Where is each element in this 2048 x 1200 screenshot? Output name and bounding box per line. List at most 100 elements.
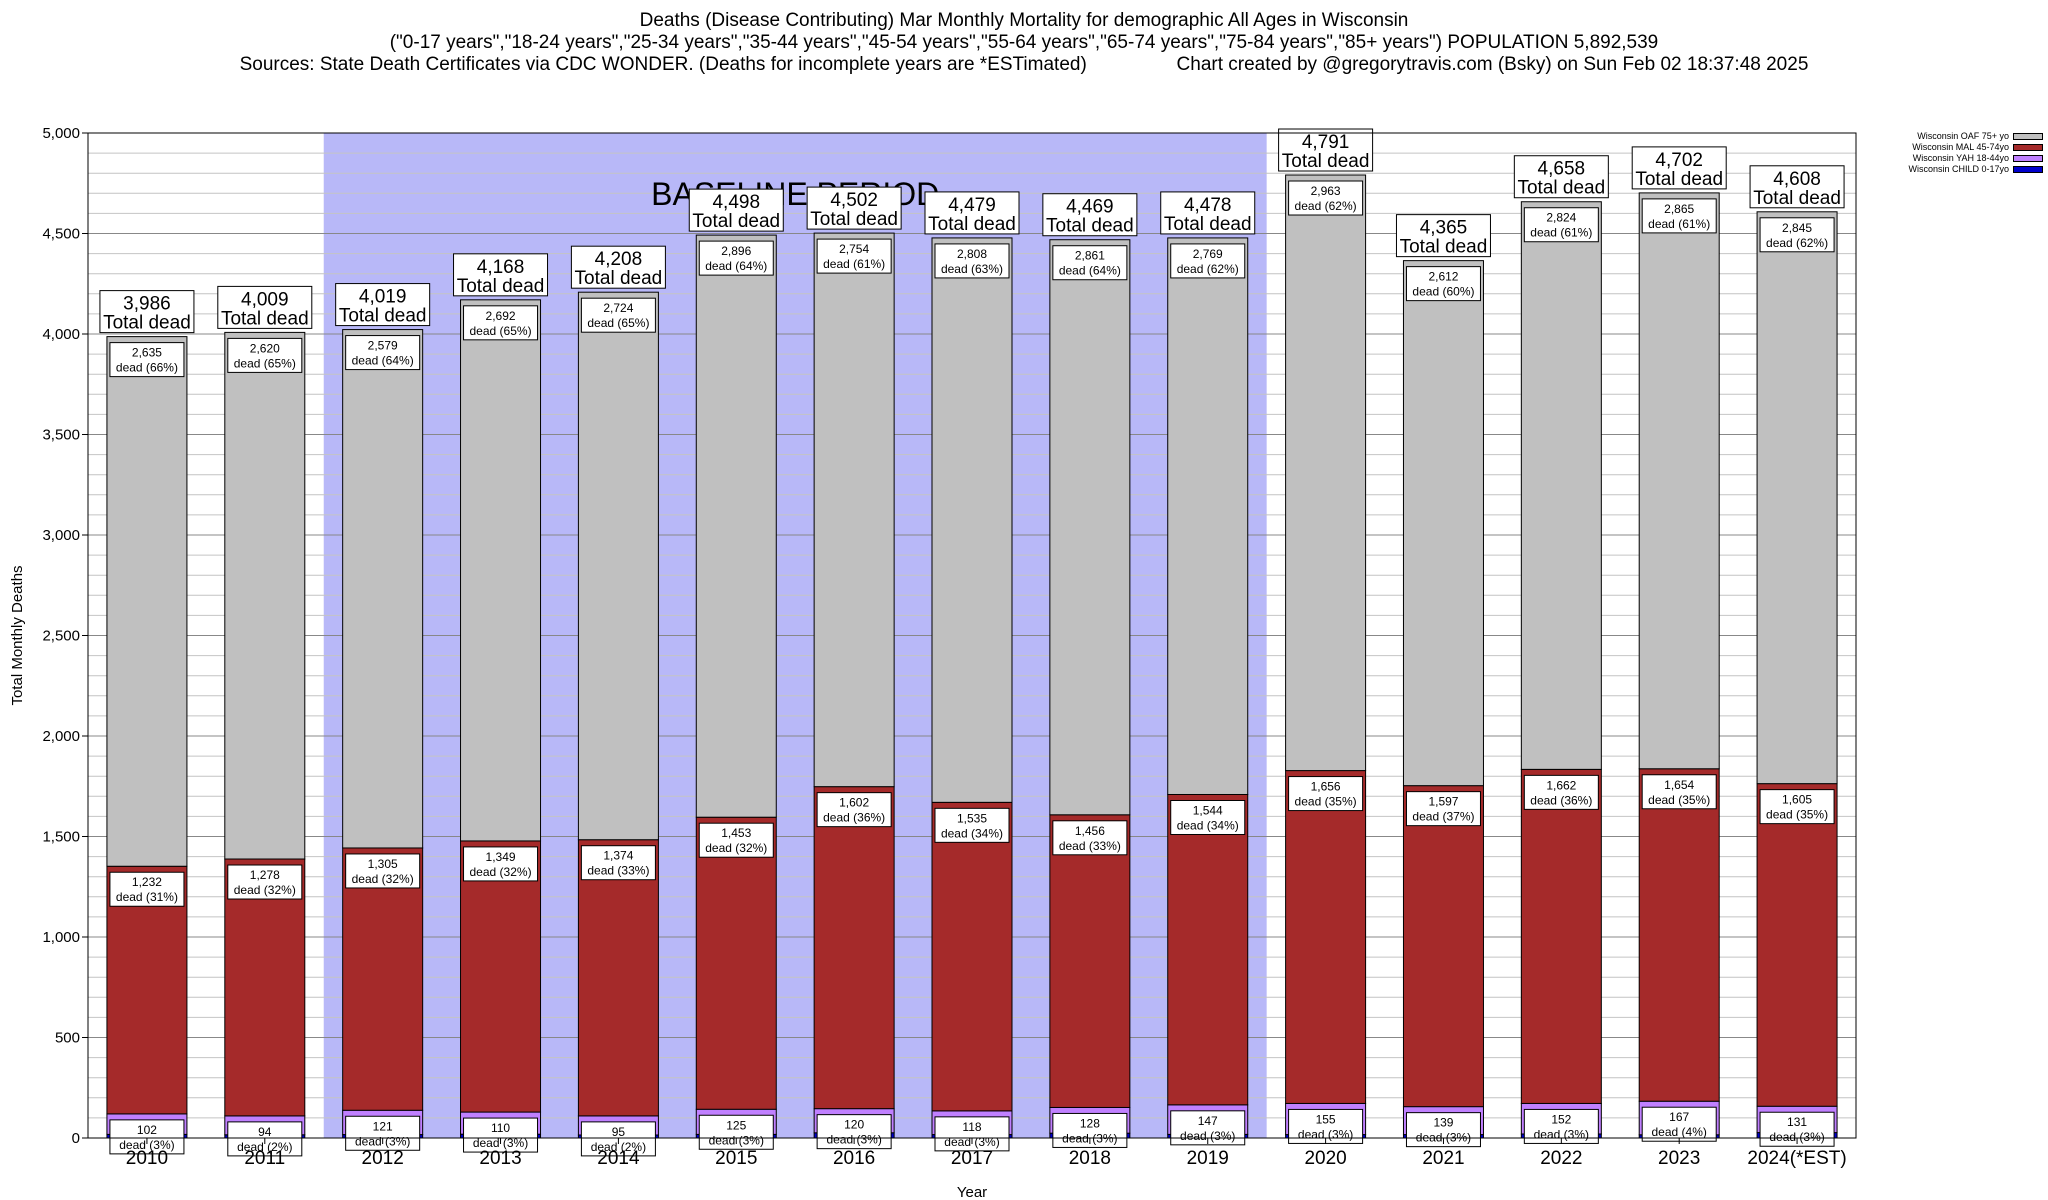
y-tick-label: 500 bbox=[55, 1030, 80, 1047]
segment-percent: 60% bbox=[1446, 285, 1470, 299]
segment-label-box bbox=[1405, 791, 1481, 827]
segment-label-box bbox=[1052, 245, 1128, 281]
segment-percent-close: ) bbox=[1706, 793, 1710, 807]
segment-dead-word: dead bbox=[941, 262, 968, 276]
segment-dead-word: dead bbox=[116, 361, 143, 375]
segment-percent: 61% bbox=[1682, 217, 1706, 231]
segment-percent-label: dead (3%) bbox=[709, 1133, 764, 1147]
total-label-box bbox=[1278, 128, 1374, 172]
segment-label-box bbox=[1641, 198, 1717, 234]
segment-value-label: 102 bbox=[137, 1123, 157, 1137]
segment-percent: 65% bbox=[268, 356, 292, 370]
segment-percent-label: dead (2%) bbox=[237, 1140, 292, 1154]
segment-label-box bbox=[698, 240, 774, 276]
segment-dead-word: dead bbox=[1059, 839, 1086, 853]
y-tick-label: 4,000 bbox=[42, 326, 80, 343]
segment-dead-word: dead bbox=[1766, 808, 1793, 822]
segment-percent-label: dead (64%) bbox=[1059, 264, 1121, 278]
segment-value-label: 2,824 bbox=[1546, 211, 1576, 225]
segment-value-label: 1,656 bbox=[1311, 780, 1341, 794]
legend-swatch bbox=[2013, 166, 2043, 173]
segment-percent: 64% bbox=[1093, 264, 1117, 278]
segment-dead-word: dead bbox=[352, 354, 379, 368]
segment-percent: 3% bbox=[1214, 1129, 1232, 1143]
segment-percent-open: ( bbox=[1321, 795, 1328, 809]
segment-percent-open: ( bbox=[850, 257, 857, 271]
segment-dead-word: dead bbox=[1412, 810, 1439, 824]
segment-value-label: 121 bbox=[373, 1119, 393, 1133]
segment-percent-open: ( bbox=[971, 1135, 978, 1149]
segment-value-label: 2,808 bbox=[957, 247, 987, 261]
segment-label-box bbox=[463, 846, 539, 882]
segment-percent-open: ( bbox=[1557, 793, 1564, 807]
segment-percent: 62% bbox=[1800, 236, 1824, 250]
segment-percent: 35% bbox=[1329, 795, 1353, 809]
segment-value-label: 131 bbox=[1787, 1115, 1807, 1129]
segment-label-box bbox=[816, 238, 892, 274]
segment-percent-close: ) bbox=[1821, 1130, 1825, 1144]
segment-percent-close: ) bbox=[1117, 264, 1121, 278]
segment-label-box bbox=[109, 1119, 185, 1155]
bar-segment bbox=[1285, 174, 1367, 772]
segment-percent-close: ) bbox=[760, 1133, 764, 1147]
segment-value-label: 1,278 bbox=[250, 868, 280, 882]
segment-label-box bbox=[934, 243, 1010, 279]
y-tick-label: 1,500 bbox=[42, 829, 80, 846]
segment-percent-close: ) bbox=[645, 864, 649, 878]
bar-segment bbox=[106, 865, 188, 1115]
segment-dead-word: dead bbox=[116, 890, 143, 904]
bar-segment bbox=[1167, 237, 1249, 795]
segment-value-label: 2,845 bbox=[1782, 221, 1812, 235]
segment-percent-open: ( bbox=[1793, 808, 1800, 822]
segment-dead-word: dead bbox=[1177, 818, 1204, 832]
total-label-box bbox=[1160, 191, 1256, 235]
segment-label-box bbox=[227, 864, 303, 900]
segment-dead-word: dead bbox=[469, 865, 496, 879]
segment-percent: 3% bbox=[1568, 1127, 1586, 1141]
segment-percent-close: ) bbox=[996, 1135, 1000, 1149]
segment-percent: 31% bbox=[150, 890, 174, 904]
total-dead-label: Total dead bbox=[1400, 237, 1488, 258]
segment-percent-open: ( bbox=[732, 259, 739, 273]
bar-segment bbox=[1520, 768, 1602, 1104]
segment-percent-open: ( bbox=[260, 883, 267, 897]
segment-value-label: 1,605 bbox=[1782, 793, 1812, 807]
segment-percent-label: dead (36%) bbox=[1530, 793, 1592, 807]
segment-percent-open: ( bbox=[1325, 1127, 1332, 1141]
segment-percent-close: ) bbox=[1585, 1127, 1589, 1141]
total-dead-label: Total dead bbox=[575, 268, 663, 289]
segment-label-box bbox=[1288, 776, 1364, 812]
segment-label-box bbox=[345, 853, 421, 889]
total-value-label: 4,479 bbox=[948, 195, 996, 216]
segment-percent-close: ) bbox=[1471, 810, 1475, 824]
total-label-box bbox=[806, 186, 902, 230]
total-dead-label: Total dead bbox=[457, 276, 545, 297]
segment-percent: 35% bbox=[1800, 808, 1824, 822]
segment-dead-word: dead bbox=[1059, 264, 1086, 278]
chart-header: Deaths (Disease Contributing) Mar Monthl… bbox=[0, 10, 2048, 76]
total-value-label: 4,019 bbox=[359, 287, 407, 308]
bar-segment bbox=[695, 234, 777, 818]
segment-value-label: 125 bbox=[726, 1118, 746, 1132]
segment-percent: 65% bbox=[621, 316, 645, 330]
segment-dead-word: dead bbox=[826, 1133, 853, 1147]
legend-label: Wisconsin OAF 75+ yo bbox=[1917, 131, 2009, 141]
segment-label-box bbox=[934, 1116, 1010, 1152]
segment-value-label: 94 bbox=[258, 1125, 272, 1139]
x-axis-label: Year bbox=[957, 1184, 987, 1200]
segment-percent-close: ) bbox=[881, 811, 885, 825]
x-tick-label: 2023 bbox=[1658, 1148, 1700, 1169]
bar-segment bbox=[1402, 260, 1484, 787]
segment-percent-close: ) bbox=[1349, 1127, 1353, 1141]
segment-dead-word: dead bbox=[119, 1138, 146, 1152]
bar-segment bbox=[813, 232, 895, 788]
total-value-label: 4,502 bbox=[830, 190, 878, 211]
legend-swatch bbox=[2013, 144, 2043, 151]
segment-dead-word: dead bbox=[1177, 262, 1204, 276]
segment-percent-label: dead (63%) bbox=[941, 262, 1003, 276]
segment-label-box bbox=[1759, 789, 1835, 825]
segment-value-label: 155 bbox=[1316, 1112, 1336, 1126]
bar-segment bbox=[1402, 785, 1484, 1108]
